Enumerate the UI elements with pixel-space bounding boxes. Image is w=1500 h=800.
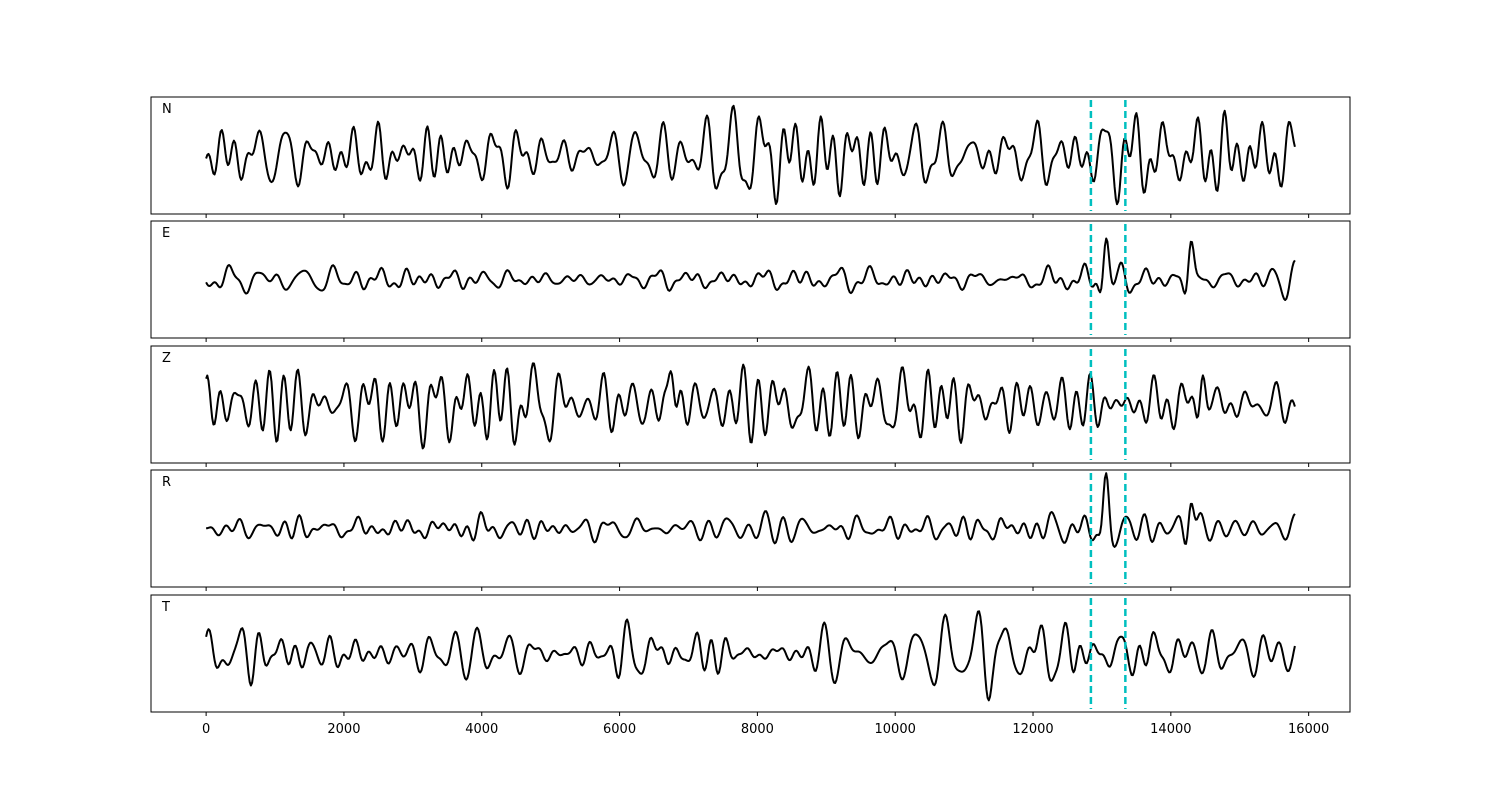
panel-t: T — [150, 594, 1351, 716]
x-tick-label: 10000 — [875, 722, 916, 737]
x-tick-label: 16000 — [1288, 722, 1329, 737]
panel-frame — [150, 345, 1351, 464]
panel-frame — [150, 469, 1351, 588]
x-tick-label: 8000 — [741, 722, 774, 737]
panels-group: N E Z R T — [150, 96, 1351, 716]
panel-z: Z — [150, 345, 1351, 467]
x-axis: 0 2000 4000 6000 8000 10000 12000 14000 16000 — [202, 722, 1329, 737]
trace-t — [205, 610, 1296, 702]
panel-label: T — [161, 600, 170, 615]
trace-n — [205, 104, 1296, 206]
x-tick-label: 14000 — [1150, 722, 1191, 737]
panel-label: E — [162, 226, 170, 241]
panel-label: N — [162, 102, 172, 117]
x-tick-label: 2000 — [327, 722, 360, 737]
x-tick-label: 0 — [202, 722, 210, 737]
x-tick-label: 4000 — [465, 722, 498, 737]
trace-r — [206, 472, 1296, 548]
x-tick-label: 12000 — [1012, 722, 1053, 737]
panel-n: N — [150, 96, 1351, 218]
trace-e — [205, 237, 1296, 301]
panel-frame — [150, 220, 1351, 339]
panel-frame — [150, 96, 1351, 215]
panel-label: R — [162, 475, 171, 490]
trace-z — [205, 362, 1296, 450]
panel-e: E — [150, 220, 1351, 342]
panel-frame — [150, 594, 1351, 713]
x-tick-label: 6000 — [603, 722, 636, 737]
panel-r: R — [150, 469, 1351, 591]
panel-label: Z — [162, 351, 171, 366]
